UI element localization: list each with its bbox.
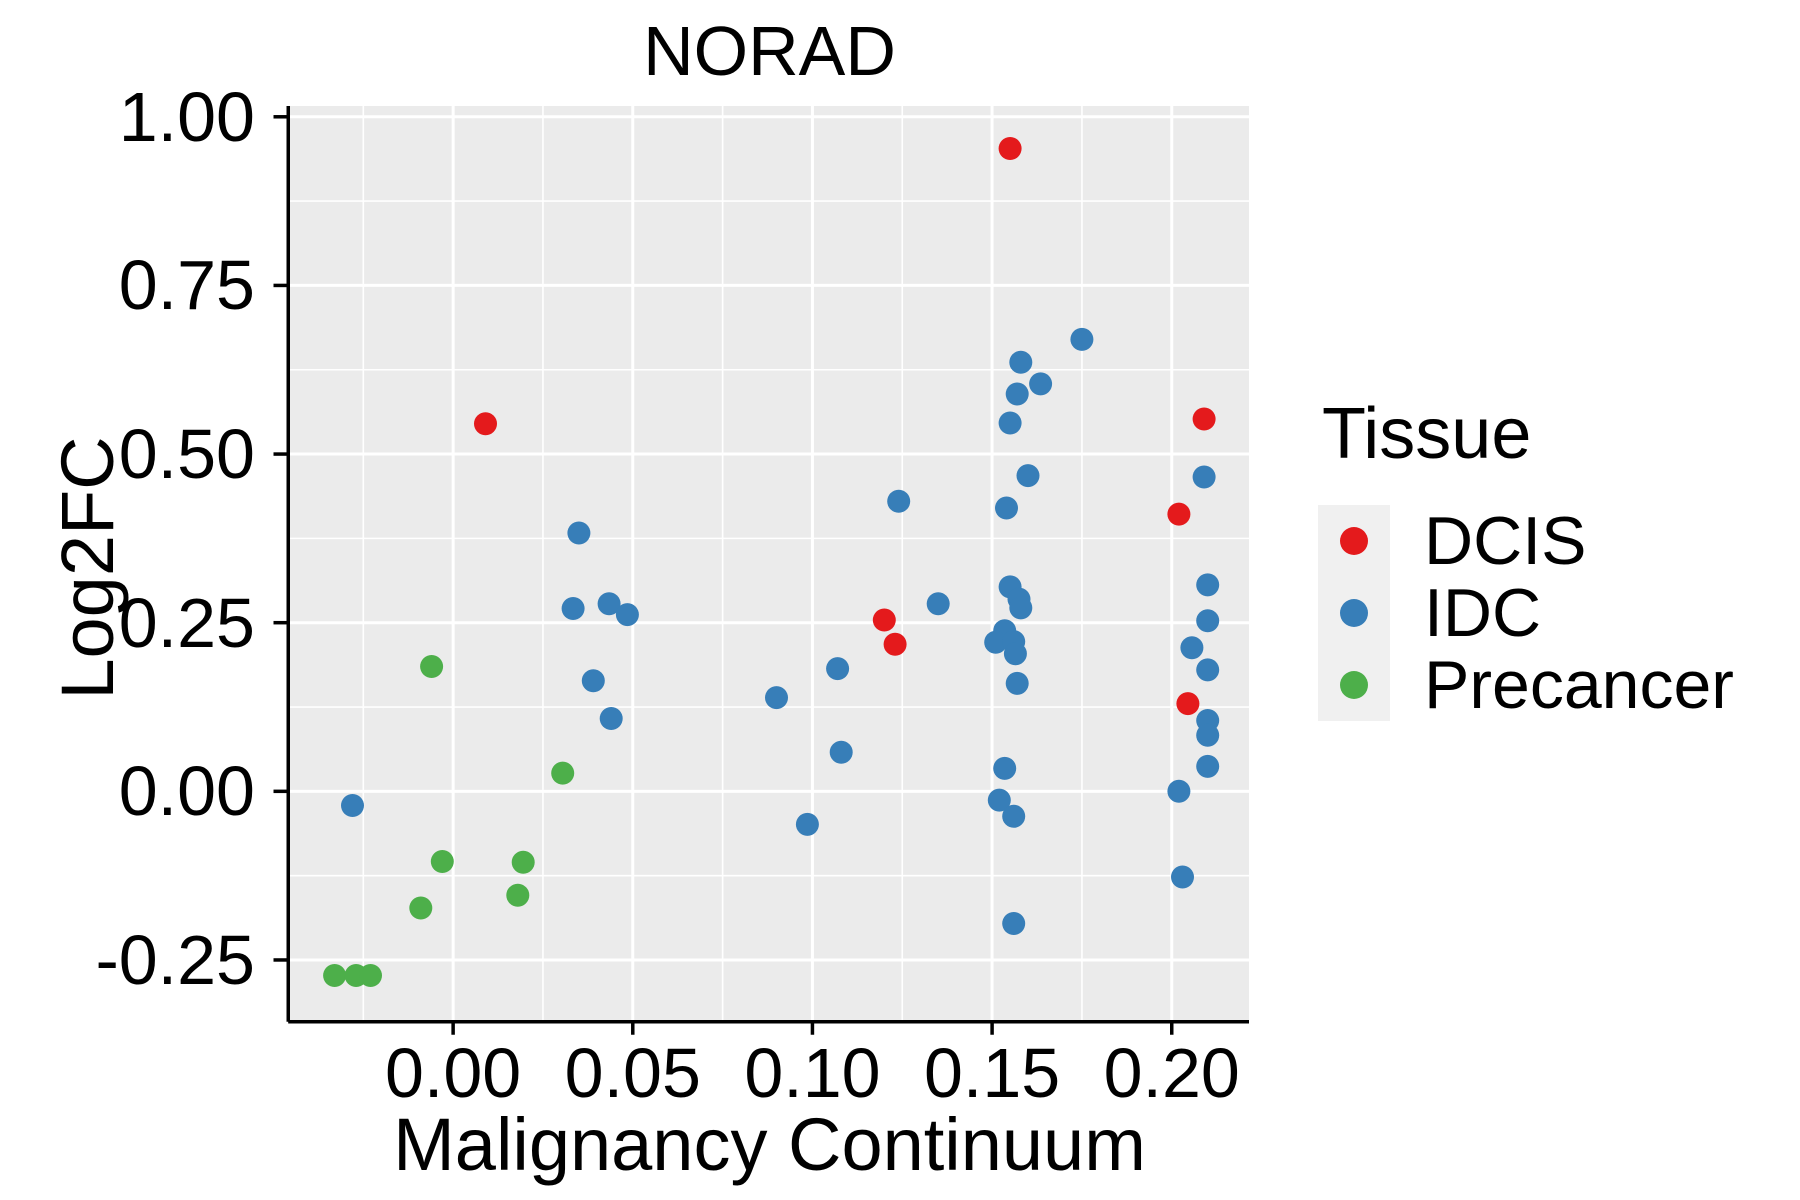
x-tick-label: 0.15 [923, 1034, 1061, 1112]
point-precancer [409, 896, 433, 920]
point-idc [1196, 754, 1220, 778]
point-idc [561, 597, 585, 620]
point-dcis [1192, 407, 1216, 431]
point-idc [1196, 609, 1220, 633]
point-idc [1196, 658, 1220, 682]
panel-background [290, 106, 1249, 1020]
point-idc [887, 489, 911, 513]
point-idc [1180, 636, 1204, 660]
point-idc [1005, 671, 1029, 695]
point-idc [1070, 327, 1094, 351]
point-idc [597, 592, 621, 616]
point-idc [1167, 779, 1191, 803]
y-tick-label: 0.75 [118, 246, 255, 325]
point-idc [1016, 464, 1040, 488]
legend-key-idc [1318, 577, 1390, 649]
point-idc [1029, 372, 1053, 396]
legend-dot-idc-icon [1340, 599, 1368, 627]
point-idc [926, 592, 950, 616]
y-tick-label: 0.50 [118, 415, 255, 494]
legend-label-idc: IDC [1424, 575, 1542, 651]
point-dcis [998, 137, 1022, 160]
point-idc [829, 740, 853, 764]
point-precancer [359, 964, 382, 987]
point-idc [765, 686, 788, 710]
point-dcis [872, 608, 896, 632]
legend-label-precancer: Precancer [1424, 647, 1734, 723]
x-tick-label: 0.05 [564, 1034, 701, 1112]
point-precancer [551, 761, 575, 785]
point-idc [581, 669, 605, 693]
point-idc [1196, 573, 1220, 597]
y-tick-label: 1.00 [118, 77, 255, 156]
x-tick-label: 0.00 [385, 1034, 522, 1112]
x-tick-label: 0.10 [744, 1034, 881, 1112]
point-idc [1192, 465, 1216, 489]
point-idc [1009, 596, 1033, 620]
point-idc [1003, 642, 1027, 666]
point-idc [1002, 912, 1026, 935]
legend-label-dcis: DCIS [1424, 503, 1587, 579]
point-dcis [474, 412, 497, 436]
point-precancer [420, 655, 444, 678]
legend-title: Tissue [1322, 394, 1532, 474]
legend-key-precancer [1318, 649, 1390, 721]
point-idc [993, 756, 1017, 780]
point-idc [1002, 804, 1026, 828]
point-idc [567, 521, 591, 545]
x-tick-label: 0.20 [1103, 1034, 1240, 1112]
point-dcis [1176, 692, 1200, 716]
point-idc [1171, 865, 1194, 889]
point-idc [984, 630, 1008, 654]
point-precancer [506, 883, 530, 907]
point-precancer [430, 850, 454, 873]
point-precancer [511, 850, 535, 874]
point-idc [1005, 382, 1029, 406]
point-idc [599, 707, 623, 730]
legend-dot-dcis-icon [1340, 527, 1368, 555]
point-idc [795, 812, 819, 836]
legend-dot-precancer-icon [1340, 671, 1368, 699]
point-idc [995, 496, 1018, 520]
point-dcis [1167, 502, 1191, 526]
plot-title: NORAD [643, 12, 896, 90]
point-precancer [323, 964, 347, 987]
point-idc [1196, 723, 1220, 747]
y-tick-label: 0.25 [118, 583, 255, 662]
point-idc [615, 603, 639, 627]
y-tick-label: -0.25 [95, 920, 255, 999]
point-idc [341, 794, 364, 817]
legend-key-dcis [1318, 505, 1390, 577]
point-idc [987, 788, 1011, 812]
point-idc [998, 411, 1022, 435]
point-idc [826, 657, 850, 681]
x-axis-title: Malignancy Continuum [393, 1103, 1146, 1186]
point-idc [1009, 350, 1033, 374]
point-dcis [883, 632, 907, 656]
y-tick-label: 0.00 [118, 752, 255, 831]
